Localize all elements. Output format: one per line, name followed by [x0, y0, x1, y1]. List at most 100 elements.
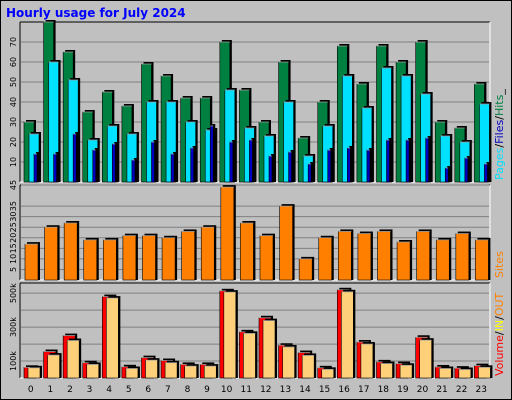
bar-sites-17 [358, 232, 373, 280]
ytick-sites-15: 15 [9, 243, 18, 253]
bar-pages-7-body [171, 154, 174, 182]
bar-in-13 [283, 345, 297, 378]
bar-pages-13-body [289, 152, 292, 182]
bar-in-23-body [478, 367, 490, 378]
bar-pages-3 [93, 148, 98, 182]
bar-in-11 [243, 331, 257, 378]
xtick-hour-3: 3 [87, 385, 93, 395]
bar-pages-6-body [152, 142, 155, 182]
xtick-hour-16: 16 [338, 385, 350, 395]
bar-pages-14 [308, 162, 313, 182]
bar-sites-16-body [338, 231, 351, 280]
bar-pages-14-body [308, 164, 311, 182]
ytick-hits-50: 50 [9, 77, 18, 87]
bar-sites-11 [240, 221, 255, 280]
ytick-volume-2: 300k [9, 317, 18, 337]
bar-sites-10 [221, 185, 236, 280]
bar-in-21 [439, 367, 453, 379]
bar-pages-5-body [132, 160, 135, 182]
ytick-sites-10: 10 [9, 254, 18, 264]
bar-pages-10-body [230, 142, 233, 182]
xtick-hour-13: 13 [280, 385, 291, 395]
bar-sites-20-body [417, 231, 430, 280]
bar-sites-9 [201, 225, 216, 280]
bar-sites-15-body [319, 238, 332, 280]
bar-pages-18 [387, 138, 392, 182]
legend-hits: Pages/Files/Hits_ [493, 89, 506, 180]
bar-pages-6 [152, 140, 157, 182]
xtick-hour-5: 5 [126, 385, 132, 395]
bar-sites-14-body [299, 259, 312, 280]
ytick-hits-60: 60 [9, 57, 18, 67]
bar-in-9-body [204, 366, 216, 378]
bar-pages-21-body [445, 168, 448, 182]
bar-pages-8-body [191, 148, 194, 182]
bar-sites-2-body [64, 223, 77, 280]
ytick-hits-10: 10 [9, 157, 18, 167]
bar-pages-15 [328, 148, 333, 182]
bar-in-22-body [459, 370, 471, 378]
bar-pages-17 [367, 148, 372, 182]
bar-in-20-body [420, 340, 432, 378]
bar-in-8-body [185, 366, 197, 378]
bar-sites-1 [45, 225, 60, 280]
bar-in-7-body [165, 363, 177, 378]
bar-pages-11-body [249, 140, 252, 182]
bar-pages-10 [230, 140, 235, 182]
bar-in-10-body [224, 292, 236, 378]
ytick-sites-25: 25 [9, 222, 18, 232]
bar-pages-18-body [387, 140, 390, 182]
bar-in-18-body [381, 364, 393, 378]
xtick-hour-21: 21 [436, 385, 447, 395]
bar-sites-21 [436, 238, 451, 280]
bar-sites-19-body [397, 242, 410, 280]
bar-sites-13-body [280, 206, 293, 280]
bar-sites-17-body [358, 234, 371, 280]
bar-pages-16-body [347, 148, 350, 182]
bar-sites-18 [378, 229, 393, 280]
bar-in-16 [341, 290, 355, 378]
bar-sites-23 [475, 238, 490, 280]
bar-pages-12-body [269, 156, 272, 182]
xtick-hour-18: 18 [378, 385, 390, 395]
bar-pages-0 [34, 152, 39, 182]
bar-sites-3 [84, 238, 99, 280]
xtick-hour-7: 7 [165, 385, 171, 395]
bar-pages-4-body [112, 144, 115, 182]
bar-sites-3-body [84, 240, 97, 280]
bar-pages-19-body [406, 140, 409, 182]
bar-sites-13 [280, 204, 295, 280]
bar-in-23 [478, 365, 492, 378]
bar-in-8 [185, 364, 199, 378]
bar-sites-7-body [162, 238, 175, 280]
bar-in-12-body [263, 321, 275, 378]
bar-pages-13 [289, 150, 294, 182]
legend-hits-item-5: _ [493, 89, 506, 96]
bar-in-15-body [322, 369, 334, 378]
bar-in-14 [302, 353, 316, 378]
xtick-hour-10: 10 [221, 385, 233, 395]
bar-sites-7 [162, 236, 177, 280]
xtick-hour-15: 15 [319, 385, 330, 395]
bar-in-3 [87, 362, 101, 378]
bar-pages-23-body [484, 164, 487, 182]
bar-pages-20 [426, 136, 431, 182]
ytick-sites-35: 35 [9, 201, 18, 211]
xtick-hour-17: 17 [358, 385, 369, 395]
bar-in-9 [204, 364, 218, 378]
bar-sites-12-body [260, 236, 273, 280]
ytick-sites-45: 45 [9, 180, 18, 190]
bar-in-6 [146, 358, 160, 378]
bar-pages-5 [132, 158, 137, 182]
bar-sites-14 [299, 257, 314, 280]
bar-in-12 [263, 319, 277, 378]
ytick-hits-30: 30 [9, 117, 18, 127]
bar-pages-19 [406, 138, 411, 182]
bar-in-22 [459, 368, 473, 378]
xtick-hour-22: 22 [456, 385, 467, 395]
bar-pages-21 [445, 166, 450, 182]
bar-sites-23-body [475, 240, 488, 280]
legend-volume: Volume/IN/OUT [493, 292, 506, 376]
bar-in-6-body [146, 360, 158, 378]
